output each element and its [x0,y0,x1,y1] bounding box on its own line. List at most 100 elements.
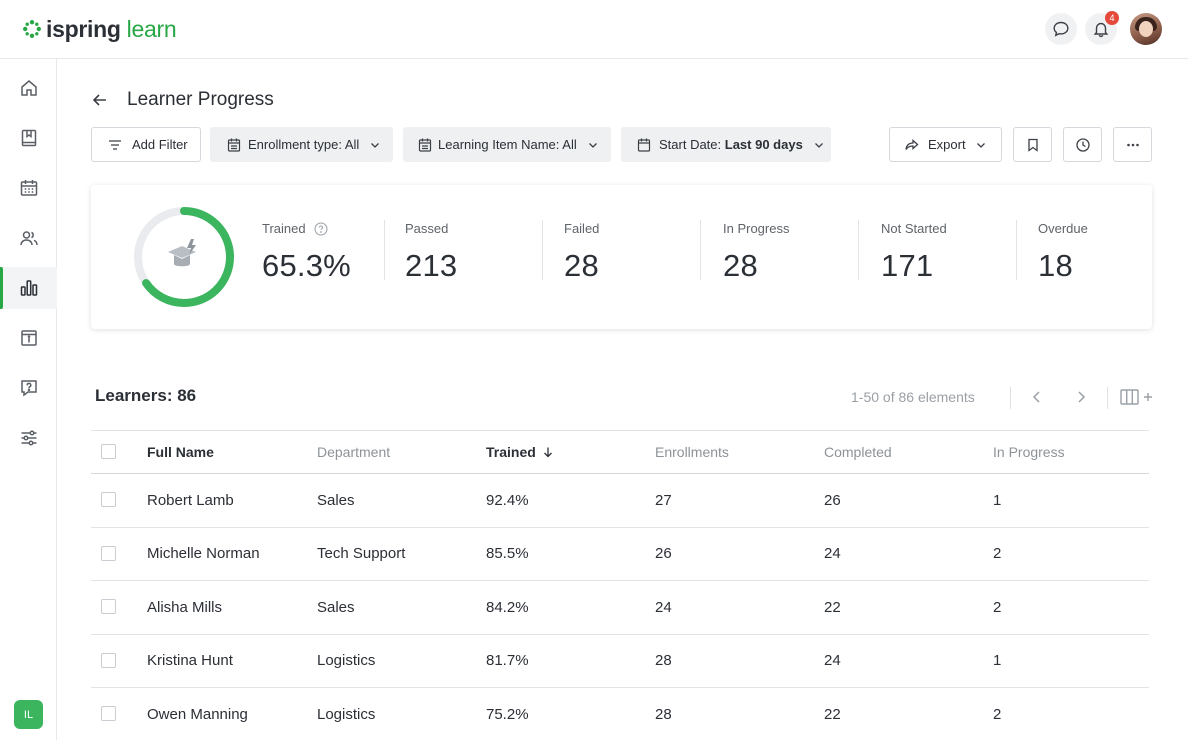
table-row[interactable]: Michelle Norman Tech Support 85.5% 26 24… [91,528,1149,581]
learners-count: Learners: 86 [95,386,196,406]
top-header: ispring learn 4 [0,0,1188,59]
stat-passed: Passed 213 [405,221,457,284]
column-header-enrollments[interactable]: Enrollments [655,444,729,460]
bookmark-button[interactable] [1013,127,1052,162]
select-all-checkbox[interactable] [101,444,116,459]
question-icon [20,380,37,397]
stat-passed-value: 213 [405,248,458,283]
back-arrow-icon[interactable] [90,90,110,110]
notifications-button[interactable]: 4 [1085,11,1119,45]
column-settings-icon[interactable] [1120,387,1154,407]
cell-department: Sales [317,598,355,616]
pagination-text: 1-50 of 86 elements [851,389,975,405]
user-initials-chip[interactable]: IL [14,700,43,729]
row-checkbox[interactable] [101,492,116,508]
info-board-icon [20,330,37,346]
cell-department: Sales [317,491,355,509]
sidebar-item-courses[interactable] [0,117,57,159]
stat-in-progress-label: In Progress [723,221,790,236]
sidebar-item-calendar[interactable] [0,167,57,209]
stat-not-started-value: 171 [881,248,934,283]
chat-button[interactable] [1045,13,1077,45]
row-checkbox[interactable] [101,706,116,722]
column-header-full-name[interactable]: Full Name [147,444,214,460]
cell-completed: 26 [824,491,841,509]
stat-failed: Failed 28 [564,221,599,284]
cell-enrollments: 27 [655,491,672,509]
calendar-small-icon [418,138,432,152]
trained-progress-arc [134,207,234,307]
ispring-logo-icon [23,20,41,38]
sidebar: IL [0,59,57,740]
column-header-department[interactable]: Department [317,444,391,460]
cell-full-name: Owen Manning [147,705,248,723]
enrollment-type-filter[interactable]: Enrollment type: All [210,127,393,162]
column-header-trained[interactable]: Trained [486,431,554,473]
book-icon [21,129,36,147]
stats-card: Trained 65.3% Passed 213 Failed 28 In Pr… [91,185,1152,329]
cell-completed: 22 [824,705,841,723]
row-checkbox[interactable] [101,545,116,561]
user-avatar[interactable] [1130,13,1162,45]
stat-trained-value: 65.3% [262,248,351,283]
add-filter-label: Add Filter [132,137,188,152]
users-icon [19,231,38,246]
table-row[interactable]: Alisha Mills Sales 84.2% 24 22 2 [91,581,1149,635]
cell-department: Logistics [317,705,376,723]
home-icon [20,80,37,96]
chevron-down-icon [588,142,597,148]
start-date-filter[interactable]: Start Date: Last 90 days [621,127,831,162]
chat-bubble-icon [1053,21,1069,37]
table-row[interactable]: Kristina Hunt Logistics 81.7% 28 24 1 [91,635,1149,688]
cell-in-progress: 2 [993,545,1002,563]
export-button[interactable]: Export [889,127,1002,162]
row-checkbox[interactable] [101,599,116,615]
learners-count-value: 86 [177,386,197,405]
sidebar-item-info-board[interactable] [0,317,57,359]
column-header-completed[interactable]: Completed [824,444,892,460]
cell-trained: 84.2% [486,598,529,616]
table-row[interactable]: Robert Lamb Sales 92.4% 27 26 1 [91,474,1149,528]
cell-full-name: Kristina Hunt [147,652,233,670]
cell-trained: 85.5% [486,545,529,563]
prev-page-icon[interactable] [1028,388,1046,406]
learning-item-filter[interactable]: Learning Item Name: All [403,127,611,162]
sidebar-item-reports[interactable] [0,267,57,309]
learners-table: Full Name Department Trained Enrollments… [91,430,1149,740]
row-checkbox[interactable] [101,652,116,668]
enrollment-type-label: Enrollment type: All [248,137,360,152]
cell-department: Tech Support [317,545,406,563]
cell-completed: 22 [824,598,841,616]
help-circle-icon[interactable] [314,222,328,236]
page-title: Learner Progress [127,89,274,110]
notification-badge: 4 [1105,11,1119,25]
cell-full-name: Alisha Mills [147,598,223,616]
more-options-button[interactable] [1113,127,1152,162]
stat-not-started-label: Not Started [881,221,947,236]
learning-item-label: Learning Item Name: All [438,137,577,152]
cell-trained: 92.4% [486,491,529,509]
next-page-icon[interactable] [1072,388,1090,406]
stat-overdue: Overdue 18 [1038,221,1088,284]
column-header-trained-label: Trained [486,444,536,460]
cell-enrollments: 24 [655,598,672,616]
stat-overdue-value: 18 [1038,248,1073,283]
stat-trained: Trained 65.3% [262,221,351,284]
sidebar-item-settings[interactable] [0,417,57,459]
add-filter-button[interactable]: Add Filter [91,127,201,162]
clock-icon [1075,137,1090,152]
sidebar-item-help[interactable] [0,367,57,409]
chevron-down-icon [976,142,985,148]
cell-completed: 24 [824,545,841,563]
calendar-small-icon [227,138,241,152]
sidebar-item-users[interactable] [0,217,57,259]
ispring-learn-logo[interactable]: ispring learn [22,14,177,44]
stat-trained-label: Trained [262,221,306,236]
history-button[interactable] [1063,127,1102,162]
start-date-value: Last 90 days [724,137,803,152]
sidebar-item-home[interactable] [0,67,57,109]
table-row[interactable]: Owen Manning Logistics 75.2% 28 22 2 [91,688,1149,740]
column-header-in-progress[interactable]: In Progress [993,444,1065,460]
more-dots-icon [1126,143,1139,146]
stat-overdue-label: Overdue [1038,221,1088,236]
